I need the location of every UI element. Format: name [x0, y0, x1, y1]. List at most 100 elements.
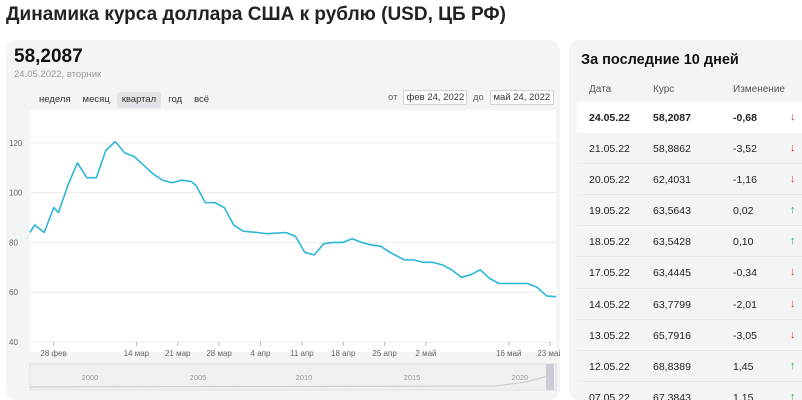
range-to-label: до	[473, 92, 484, 103]
table-row: 07.05.22 67,3843 1,15 ↑	[577, 382, 802, 400]
table-row: 12.05.22 68,8389 1,45 ↑	[577, 351, 802, 382]
row-change: -3,52	[733, 143, 757, 156]
chart-card: 58,2087 24.05.2022, вторник неделя месяц…	[6, 40, 560, 400]
range-to-input[interactable]: май 24, 2022	[489, 90, 554, 105]
x-tick-label: 21 мар	[165, 349, 191, 358]
current-rate: 58,2087	[14, 46, 83, 67]
arrow-down-icon: ↓	[790, 142, 796, 155]
row-change: -3,05	[733, 329, 757, 342]
row-change: -2,01	[733, 298, 757, 311]
line-chart-svg: 40 60 80 100 120 28 фев 14 мар 21 мар 28 мар 4 ап…	[9, 110, 560, 391]
x-tick-label: 18 апр	[331, 349, 356, 358]
row-rate: 67,3843	[653, 391, 691, 400]
arrow-up-icon: ↑	[790, 235, 796, 248]
table-row: 20.05.22 62,4031 -1,16 ↓	[577, 164, 802, 196]
row-date: 20.05.22	[589, 174, 630, 187]
arrow-down-icon: ↓	[790, 328, 796, 341]
row-rate: 63,5643	[653, 205, 691, 218]
rate-table: 24.05.22 58,2087 -0,68 ↓ 21.05.22 58,8862 -3,5…	[577, 102, 802, 400]
table-row: 14.05.22 63,7799 -2,01 ↓	[577, 289, 802, 320]
last-10-days-panel: За последние 10 дней Дата Курс Изменение…	[569, 40, 802, 400]
current-rate-date: 24.05.2022, вторник	[14, 69, 102, 80]
table-row: 24.05.22 58,2087 -0,68 ↓	[577, 102, 802, 134]
column-date-header: Дата	[589, 84, 612, 95]
table-header: Дата Курс Изменение	[569, 82, 802, 100]
arrow-up-icon: ↑	[790, 359, 796, 372]
page-title: Динамика курса доллара США к рублю (USD,…	[6, 4, 506, 25]
row-rate: 63,7799	[653, 298, 691, 311]
y-tick-label: 80	[9, 238, 18, 247]
range-to: до май 24, 2022	[473, 90, 554, 105]
row-rate: 65,7916	[653, 329, 691, 342]
table-row: 13.05.22 65,7916 -3,05 ↓	[577, 320, 802, 351]
x-tick-label: 28 мар	[206, 349, 232, 358]
row-change: -1,16	[733, 174, 757, 187]
navigator-year-label: 2010	[296, 373, 313, 382]
panel-title: За последние 10 дней	[581, 52, 739, 68]
column-rate-header: Курс	[653, 84, 675, 95]
row-change: -0,68	[733, 112, 757, 124]
row-date: 13.05.22	[589, 329, 630, 342]
x-tick-label: 28 фев	[40, 349, 66, 358]
row-date: 14.05.22	[589, 298, 630, 311]
row-date: 19.05.22	[589, 205, 630, 218]
table-row: 17.05.22 63,4445 -0,34 ↓	[577, 257, 802, 289]
navigator-year-label: 2020	[512, 373, 529, 382]
plot-background	[30, 110, 556, 352]
row-date: 24.05.22	[589, 112, 630, 124]
navigator-year-label: 2015	[404, 373, 421, 382]
row-rate: 58,8862	[653, 143, 691, 156]
row-date: 17.05.22	[589, 267, 630, 280]
row-change: 0,02	[733, 205, 754, 218]
arrow-up-icon: ↑	[790, 390, 796, 400]
arrow-down-icon: ↓	[790, 111, 796, 123]
row-rate: 63,4445	[653, 267, 691, 280]
x-tick-label: 16 май	[496, 349, 522, 358]
y-tick-label: 60	[9, 288, 18, 297]
x-tick-label: 11 апр	[290, 349, 314, 358]
row-date: 18.05.22	[589, 236, 630, 249]
x-tick-label: 2 май	[415, 349, 436, 358]
arrow-down-icon: ↓	[790, 297, 796, 310]
range-from-input[interactable]: фев 24, 2022	[403, 90, 468, 105]
y-tick-label: 100	[9, 189, 23, 198]
range-from: от фев 24, 2022	[388, 90, 468, 105]
tab-all[interactable]: всё	[194, 94, 210, 105]
x-tick-label: 23 май	[537, 349, 560, 358]
x-tick-label: 4 апр	[251, 349, 271, 358]
tab-year[interactable]: год	[168, 94, 183, 105]
row-rate: 68,8389	[653, 360, 691, 373]
x-tick-label: 25 апр	[372, 349, 397, 358]
x-tick-label: 14 мар	[124, 349, 150, 358]
table-row: 18.05.22 63,5428 0,10 ↑	[577, 226, 802, 258]
row-change: 1,15	[733, 391, 754, 400]
column-change-header: Изменение	[733, 84, 785, 95]
row-date: 21.05.22	[589, 143, 630, 156]
arrow-down-icon: ↓	[790, 266, 796, 279]
row-rate: 62,4031	[653, 174, 691, 187]
navigator-line	[29, 375, 549, 388]
range-from-label: от	[388, 92, 398, 103]
row-change: 0,10	[733, 236, 754, 249]
navigator-year-label: 2000	[82, 373, 99, 382]
period-tabs: неделя месяц квартал год всё	[34, 92, 214, 108]
row-rate: 58,2087	[653, 112, 691, 124]
tab-month[interactable]: месяц	[82, 94, 110, 105]
row-date: 12.05.22	[589, 360, 630, 373]
rate-series-line	[29, 140, 557, 298]
table-row: 21.05.22 58,8862 -3,52 ↓	[577, 133, 802, 165]
y-tick-label: 40	[9, 338, 18, 347]
y-tick-label: 120	[9, 139, 23, 148]
row-date: 07.05.22	[589, 391, 630, 400]
navigator-handle	[546, 364, 554, 390]
navigator-year-label: 2005	[190, 373, 207, 382]
tab-week[interactable]: неделя	[39, 94, 71, 105]
table-row: 19.05.22 63,5643 0,02 ↑	[577, 195, 802, 227]
row-change: -0,34	[733, 267, 757, 280]
arrow-up-icon: ↑	[790, 204, 796, 217]
line-chart[interactable]: 40 60 80 100 120 28 фев 14 мар 21 мар 28 мар 4 ап…	[6, 110, 560, 400]
row-change: 1,45	[733, 360, 754, 373]
arrow-down-icon: ↓	[790, 173, 796, 186]
row-rate: 63,5428	[653, 236, 691, 249]
tab-quarter[interactable]: квартал	[116, 92, 162, 108]
